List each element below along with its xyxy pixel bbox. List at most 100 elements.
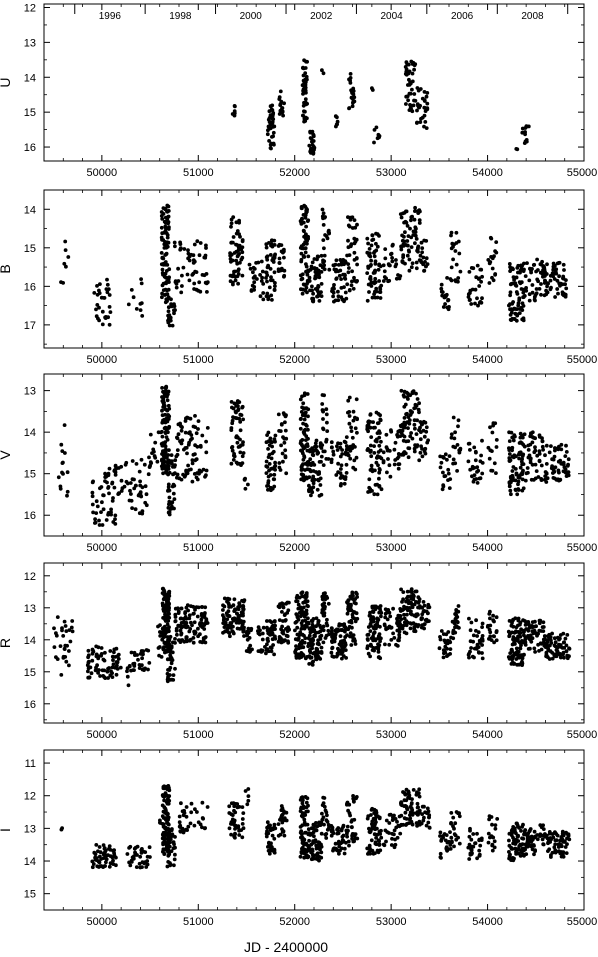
data-point [234,242,238,247]
data-point [301,612,306,617]
data-point [556,291,560,296]
data-point [422,105,427,110]
data-point [248,266,253,271]
data-point [542,265,547,270]
data-point [113,470,118,475]
data-point [201,467,206,472]
data-point [518,431,523,436]
data-point [445,654,449,658]
data-point [165,240,170,245]
data-point [525,261,529,265]
data-point [548,649,553,654]
data-point [552,636,557,641]
data-point [405,395,410,400]
data-point [181,830,186,835]
data-point [561,652,565,657]
data-point [282,833,287,838]
data-point [229,221,234,226]
data-point [520,263,524,268]
data-point [314,657,319,662]
data-point [299,627,304,631]
data-point [301,282,306,287]
data-point [130,506,135,510]
data-point [264,834,269,839]
data-point [251,265,256,270]
data-point [108,854,113,858]
data-point [549,444,553,448]
data-point [337,649,342,654]
y-tick-label: 16 [24,699,36,711]
data-point [375,244,380,249]
data-point [370,233,375,238]
data-point [479,267,484,272]
x-tick-label: 55000 [567,354,598,366]
data-point [321,417,325,421]
data-point [494,630,499,635]
data-point [89,671,94,676]
data-point [468,628,473,633]
data-point [198,241,203,245]
data-point [60,461,65,465]
data-point [415,120,419,125]
data-point [161,822,166,827]
data-point [542,269,546,273]
data-point [164,447,168,452]
data-point [316,450,321,455]
data-point [60,628,64,633]
data-point [544,480,549,484]
data-point [414,237,419,241]
data-point [233,607,238,612]
data-point [567,646,571,651]
data-point [97,523,102,527]
data-point [180,826,185,831]
data-point [203,611,207,615]
data-point [354,590,358,595]
data-point [277,256,282,261]
data-point [169,828,174,833]
x-tick-label: 52000 [279,729,310,741]
data-point [128,863,133,868]
data-point [550,656,555,661]
data-point [561,276,566,281]
data-point [383,247,388,252]
data-point [167,323,172,328]
data-point [373,295,378,300]
data-point [550,457,554,462]
data-point [165,648,170,653]
data-point [111,862,116,866]
data-point [310,449,315,454]
data-point [93,521,97,525]
data-point [140,865,144,869]
data-point [196,626,200,631]
data-point [528,646,532,651]
data-point [456,276,461,280]
data-point [510,620,514,625]
data-point [422,603,427,608]
data-point [330,445,334,450]
data-point [369,623,373,628]
data-point [406,594,410,599]
data-point [228,279,233,284]
data-point [264,464,269,469]
data-point [377,134,381,139]
data-point [488,616,492,621]
data-point [316,271,321,276]
data-point [167,608,171,612]
data-point [163,791,168,796]
data-point [412,594,416,599]
data-point [165,408,170,413]
data-point [494,615,499,620]
data-point [381,450,386,455]
data-point [562,655,566,660]
data-point [156,624,160,629]
data-point [403,219,408,224]
data-point [240,835,245,840]
data-point [480,296,484,301]
data-point [119,478,124,483]
data-point [324,437,329,442]
data-point [369,435,374,439]
data-point [186,608,191,613]
data-point [331,449,336,454]
data-point [177,814,182,819]
data-point [165,797,170,801]
